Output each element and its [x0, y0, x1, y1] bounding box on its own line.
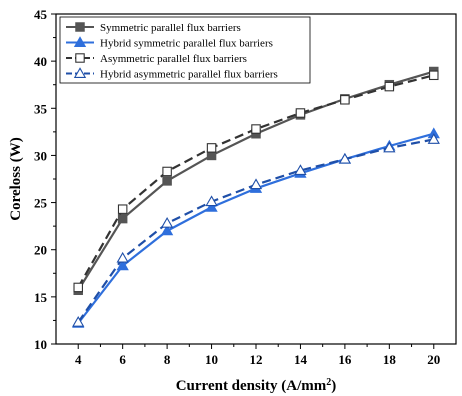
data-point-series-3 [383, 141, 396, 153]
plot-area [72, 66, 440, 328]
series-line-1 [77, 132, 435, 324]
y-tick-label: 10 [34, 337, 47, 352]
x-axis-title: Current density (A/mm2) [176, 377, 337, 395]
data-point-series-3 [427, 133, 440, 144]
data-point-series-1 [116, 259, 129, 271]
y-tick-label: 30 [34, 148, 47, 163]
legend-label-3: Hybrid asymmetric parallel flux barriers [100, 69, 278, 81]
axes: 4 6 8 10 12 14 16 18 20 10 15 20 25 30 35 40 45 [34, 7, 457, 367]
data-point-series-2 [384, 81, 395, 92]
x-tick-label: 10 [205, 352, 218, 367]
legend-marker-3 [73, 67, 87, 78]
x-tick-label: 4 [75, 352, 82, 367]
data-point-series-3 [338, 152, 352, 164]
data-point-series-2 [251, 124, 261, 134]
x-tick-label: 20 [427, 352, 440, 367]
x-tick-label: 16 [338, 352, 352, 367]
data-point-series-0 [117, 213, 128, 224]
x-tick-label: 8 [164, 352, 171, 367]
data-point-series-3 [205, 195, 218, 207]
legend-marker-0 [75, 22, 85, 32]
series-line-3 [77, 138, 434, 323]
legend-label-0: Symmetric parallel flux barriers [100, 22, 241, 34]
x-tick-label: 12 [250, 352, 263, 367]
legend-marker-2 [75, 53, 85, 63]
data-point-series-2 [162, 166, 172, 177]
y-tick-label: 25 [34, 196, 48, 211]
y-tick-label: 20 [34, 243, 47, 258]
data-point-series-3 [72, 316, 85, 327]
legend-label-1: Hybrid symmetric parallel flux barriers [100, 38, 273, 50]
x-axis-title-end: ) [331, 378, 336, 394]
data-point-series-2 [429, 70, 439, 81]
data-point-series-1 [160, 224, 174, 236]
data-point-series-1 [205, 200, 218, 212]
x-axis-title-superscript: 2 [326, 377, 331, 388]
data-point-series-2 [73, 282, 83, 293]
y-tick-label: 15 [34, 290, 48, 305]
x-axis-title-main: Current density (A/mm [176, 378, 327, 394]
data-point-series-2 [295, 108, 306, 118]
x-tick-label: 14 [294, 352, 308, 367]
data-point-series-2 [206, 143, 217, 153]
legend-marker-1 [73, 36, 87, 47]
legend-label-2: Asymmetric parallel flux barriers [100, 53, 247, 65]
y-tick-label: 40 [34, 54, 47, 69]
data-point-series-0 [162, 176, 172, 186]
data-point-series-3 [249, 178, 263, 190]
legend: Symmetric parallel flux barriers Hybrid s… [59, 16, 311, 84]
data-point-series-2 [340, 95, 350, 105]
data-point-series-3 [116, 251, 129, 263]
x-tick-label: 18 [383, 352, 397, 367]
y-axis-title: Coreloss (W) [8, 137, 24, 220]
y-tick-label: 45 [34, 7, 48, 22]
y-tick-label: 35 [34, 101, 48, 116]
data-point-series-3 [294, 164, 307, 175]
data-point-series-2 [117, 204, 128, 214]
data-point-series-3 [160, 217, 174, 228]
legend-box [59, 16, 311, 84]
x-tick-label: 6 [119, 352, 126, 367]
